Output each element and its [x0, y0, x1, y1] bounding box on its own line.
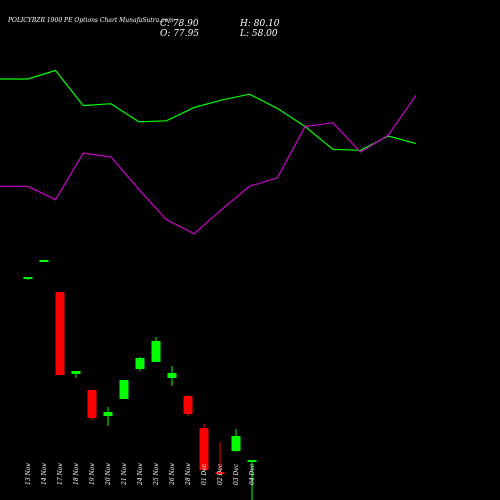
close-readout: C: 78.90 [160, 19, 199, 29]
x-tick-label: 03 Dec [233, 463, 240, 485]
low-readout: L: 58.00 [240, 29, 278, 39]
x-axis-labels: 13 Nov 14 Nov 17 Nov 18 Nov 19 Nov 20 Nov 21 N… [25, 463, 256, 486]
candle-body [119, 380, 129, 399]
lower-band-line [0, 94, 417, 235]
candles-group [23, 260, 257, 500]
x-tick-label: 19 Nov [89, 463, 96, 485]
x-tick-label: 04 Dec [249, 463, 256, 485]
candle-body [151, 341, 161, 362]
candle-body [103, 412, 113, 416]
candle-body [215, 472, 225, 474]
candle-body [135, 358, 145, 369]
candle-body [247, 460, 257, 462]
x-tick-label: 02 Dec [217, 463, 224, 485]
x-tick-label: 14 Nov [41, 463, 48, 485]
high-readout: H: 80.10 [240, 19, 280, 29]
x-tick-label: 24 Nov [137, 463, 144, 486]
candle-body [55, 292, 65, 375]
x-tick-label: 20 Nov [105, 463, 112, 486]
candle-body [23, 277, 33, 279]
candle-body [87, 390, 97, 418]
x-tick-label: 17 Nov [57, 463, 64, 485]
x-tick-label: 25 Nov [153, 463, 160, 486]
x-tick-label: 21 Nov [121, 463, 128, 486]
candle-body [199, 428, 209, 470]
candle-body [231, 436, 241, 451]
x-tick-label: 18 Nov [73, 463, 80, 485]
x-tick-label: 13 Nov [25, 463, 32, 485]
candle-body [39, 260, 49, 262]
candle-body [71, 371, 81, 374]
open-readout: O: 77.95 [160, 29, 200, 39]
x-tick-label: 01 Dec [201, 463, 208, 485]
x-tick-label: 26 Nov [169, 463, 176, 486]
candle-body [183, 396, 193, 414]
x-tick-label: 28 Nov [185, 463, 192, 486]
chart-title: POLICYBZR 1900 PE Options Chart MunafaSu… [8, 17, 174, 24]
candle-body [167, 373, 177, 378]
upper-band-line [0, 69, 417, 151]
